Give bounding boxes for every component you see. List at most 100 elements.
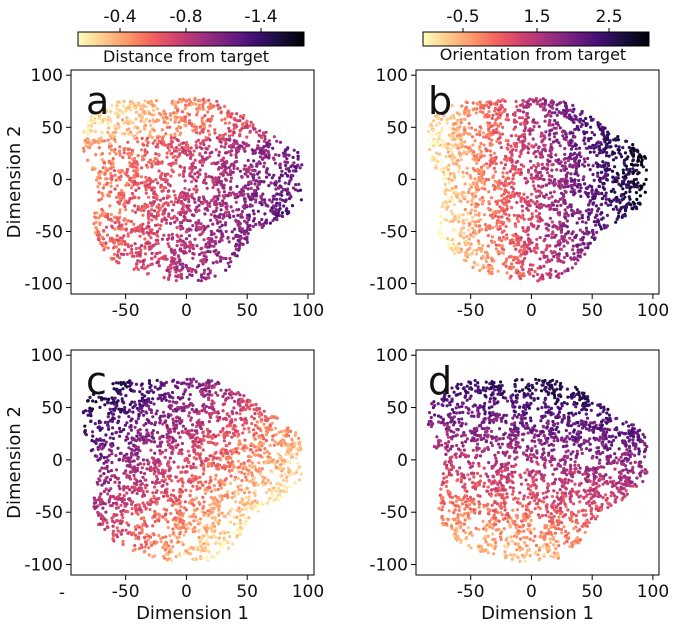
scatter-point	[591, 229, 594, 232]
scatter-point	[487, 207, 490, 210]
scatter-point	[241, 497, 244, 500]
scatter-point	[200, 273, 203, 276]
scatter-point	[572, 210, 575, 213]
scatter-point	[528, 98, 531, 101]
scatter-point	[516, 171, 519, 174]
scatter-point	[246, 175, 249, 178]
scatter-point	[520, 171, 523, 174]
scatter-point	[184, 179, 187, 182]
scatter-point	[527, 169, 530, 172]
scatter-point	[233, 118, 236, 121]
scatter-point	[511, 177, 514, 180]
scatter-point	[224, 142, 227, 145]
scatter-point	[482, 266, 485, 269]
scatter-point	[116, 122, 119, 125]
scatter-point	[526, 196, 529, 199]
scatter-point	[162, 203, 165, 206]
scatter-point	[480, 250, 483, 253]
scatter-point	[558, 111, 561, 114]
scatter-point	[102, 186, 105, 189]
scatter-point	[90, 124, 93, 127]
scatter-point	[109, 110, 112, 113]
scatter-point	[198, 173, 201, 176]
scatter-point	[232, 167, 235, 170]
scatter-point	[602, 148, 605, 151]
scatter-point	[591, 192, 594, 195]
scatter-point	[82, 130, 85, 133]
scatter-point	[174, 271, 177, 274]
scatter-point	[582, 119, 585, 122]
scatter-point	[501, 98, 504, 101]
scatter-point	[203, 212, 206, 215]
scatter-point	[617, 138, 620, 141]
scatter-point	[222, 157, 225, 160]
scatter-point	[522, 106, 525, 109]
scatter-point	[509, 239, 512, 242]
scatter-point	[550, 169, 553, 172]
colorbar-distance-tick: -0.8	[169, 7, 202, 27]
scatter-point	[554, 153, 557, 156]
scatter-point	[492, 241, 495, 244]
scatter-point	[484, 136, 487, 139]
scatter-point	[545, 227, 548, 230]
scatter-point	[591, 236, 594, 239]
scatter-point	[243, 230, 246, 233]
scatter-point	[520, 163, 523, 166]
scatter-point	[576, 251, 579, 254]
scatter-point	[503, 110, 506, 113]
scatter-point	[643, 155, 646, 158]
scatter-point	[507, 177, 510, 180]
scatter-point	[589, 199, 592, 202]
scatter-point	[469, 212, 472, 215]
scatter-point	[140, 181, 143, 184]
scatter-point	[202, 161, 205, 164]
scatter-point	[136, 254, 139, 257]
scatter-point	[235, 411, 238, 414]
scatter-point	[155, 261, 158, 264]
scatter-point	[554, 199, 557, 202]
scatter-point	[593, 133, 596, 136]
scatter-point	[279, 193, 282, 196]
scatter-point	[550, 146, 553, 149]
scatter-point	[433, 157, 436, 160]
scatter-point	[541, 273, 544, 276]
scatter-point	[158, 162, 161, 165]
scatter-point	[185, 210, 188, 213]
scatter-point	[164, 132, 167, 135]
scatter-point	[487, 178, 490, 181]
scatter-point	[613, 177, 616, 180]
scatter-point	[245, 478, 248, 481]
scatter-point	[447, 177, 450, 180]
scatter-point	[123, 151, 126, 154]
scatter-point	[148, 186, 151, 189]
scatter-point	[222, 202, 225, 205]
scatter-point	[545, 184, 548, 187]
scatter-point	[153, 200, 156, 203]
scatter-point	[614, 221, 617, 224]
scatter-point	[228, 442, 231, 445]
scatter-point	[533, 125, 536, 128]
scatter-point	[579, 190, 582, 193]
scatter-point	[208, 145, 211, 148]
scatter-point	[141, 137, 144, 140]
scatter-point	[121, 387, 124, 390]
scatter-point	[600, 203, 603, 206]
scatter-point	[451, 159, 454, 162]
scatter-point	[130, 252, 133, 255]
scatter-point	[112, 246, 115, 249]
scatter-point	[162, 212, 165, 215]
scatter-point	[603, 140, 606, 143]
scatter-point	[581, 238, 584, 241]
scatter-point	[120, 223, 123, 226]
scatter-point	[496, 219, 499, 222]
scatter-point	[507, 200, 510, 203]
scatter-point	[226, 214, 229, 217]
scatter-point	[440, 225, 443, 228]
scatter-point	[247, 195, 250, 198]
scatter-point	[147, 101, 150, 104]
scatter-point	[579, 195, 582, 198]
scatter-point	[292, 186, 295, 189]
scatter-point	[173, 194, 176, 197]
scatter-point	[571, 104, 574, 107]
